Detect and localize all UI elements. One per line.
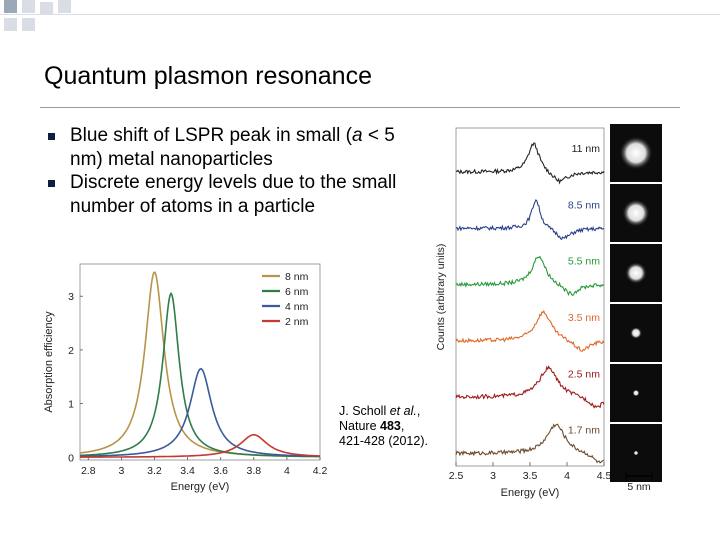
x-axis-label: Energy (eV) [171,481,230,493]
y-axis-label: Absorption efficiency [43,311,55,413]
spectrum-line-8-5-nm [455,199,605,241]
nanoparticle-images: 5 nm [610,124,662,493]
decor-square-3 [40,2,53,15]
absorption-chart: 2.8 3 3.2 3.4 3.6 3.8 4 4.2 0 1 2 3 Energy (eV) Absor… [43,263,328,493]
bullet-marker [48,180,55,187]
series-line-4-nm [79,367,320,458]
spectrum-label: 11 nm [572,143,601,155]
spectrum-line-2-5-nm [455,365,605,409]
nanoparticle [619,136,653,170]
x-tick-label: 3 [490,470,496,482]
x-axis-label: Energy (eV) [501,487,560,499]
legend-label: 4 nm [285,301,309,313]
x-tick-label: 4.2 [313,465,328,477]
nanoparticle [625,262,647,284]
decor-top-line [0,14,720,15]
x-tick-label: 2.5 [449,470,464,482]
x-tick-label: 3.5 [523,470,538,482]
bullet-text-part: Blue shift of LSPR peak in small ( [70,125,352,146]
spectrum-label: 8.5 nm [568,199,600,211]
citation-journal: , Nature [339,404,421,433]
nanoparticle [633,450,639,456]
spectrum-line-3-5-nm [455,309,605,352]
legend-label: 8 nm [285,271,309,283]
bullet-italic-a: a [351,125,363,146]
bullet-list: Blue shift of LSPR peak in small (a < 5 … [46,124,426,218]
spectrum-line-5-5-nm [455,255,605,297]
series-line-2-nm [80,434,321,458]
y-tick-label: 1 [68,399,74,411]
title-rule [40,107,680,108]
y-axis-label: Counts (arbitrary units) [435,244,447,351]
bullet-text: Discrete energy levels due to the small … [70,172,397,217]
plot-frame [455,127,605,467]
x-tick-label: 2.8 [81,465,96,477]
spectrum-line-11-nm [455,142,605,185]
x-tick-label: 4.5 [597,470,610,482]
spectrum-label: 1.7 nm [568,425,600,437]
legend-label: 2 nm [285,316,309,328]
citation-etal: et al. [389,404,417,418]
x-tick-label: 4 [564,470,570,482]
decor-square-4 [4,18,17,31]
y-tick-label: 0 [68,452,74,464]
x-tick-label: 3.2 [147,465,162,477]
plot-frame [79,263,321,461]
x-tick-label: 3.8 [246,465,261,477]
x-tick-label: 3.4 [180,465,195,477]
nanoparticle [632,389,640,397]
x-tick-label: 3 [118,465,124,477]
decor-square-1 [4,0,17,13]
series-line-6-nm [79,291,320,458]
nanoparticle [622,199,650,227]
decor-square-6 [58,0,71,13]
citation: J. Scholl et al., Nature 483, 421-428 (2… [339,404,429,449]
spectrum-label: 3.5 nm [568,312,600,324]
citation-pages: , 421-428 (2012). [339,419,428,448]
bullet-blue-shift: Blue shift of LSPR peak in small (a < 5 … [46,124,426,171]
decor-square-5 [22,18,35,31]
spectrum-label: 2.5 nm [568,368,600,380]
bullet-text-part: < 5 nm) metal nanoparticles [70,125,395,170]
y-tick-label: 3 [68,291,74,303]
spectrum-line-1-7-nm [455,423,605,464]
bullet-marker [48,133,55,140]
bullet-discrete-levels: Discrete energy levels due to the small … [46,171,426,218]
y-tick-label: 2 [68,345,74,357]
x-tick-label: 3.6 [213,465,228,477]
legend-label: 6 nm [285,286,309,298]
spectra-chart: 2.5 3 3.5 4 4.5 Energy (eV) Counts (arbitrary … [435,127,610,499]
citation-authors: J. Scholl [339,404,390,418]
decor-square-2 [22,0,35,13]
x-tick-label: 4 [284,465,290,477]
spectrum-label: 5.5 nm [568,256,600,268]
nanoparticle [630,327,642,339]
scalebar-label: 5 nm [627,481,651,493]
citation-volume: 483 [380,419,401,433]
slide-title: Quantum plasmon resonance [44,62,372,90]
